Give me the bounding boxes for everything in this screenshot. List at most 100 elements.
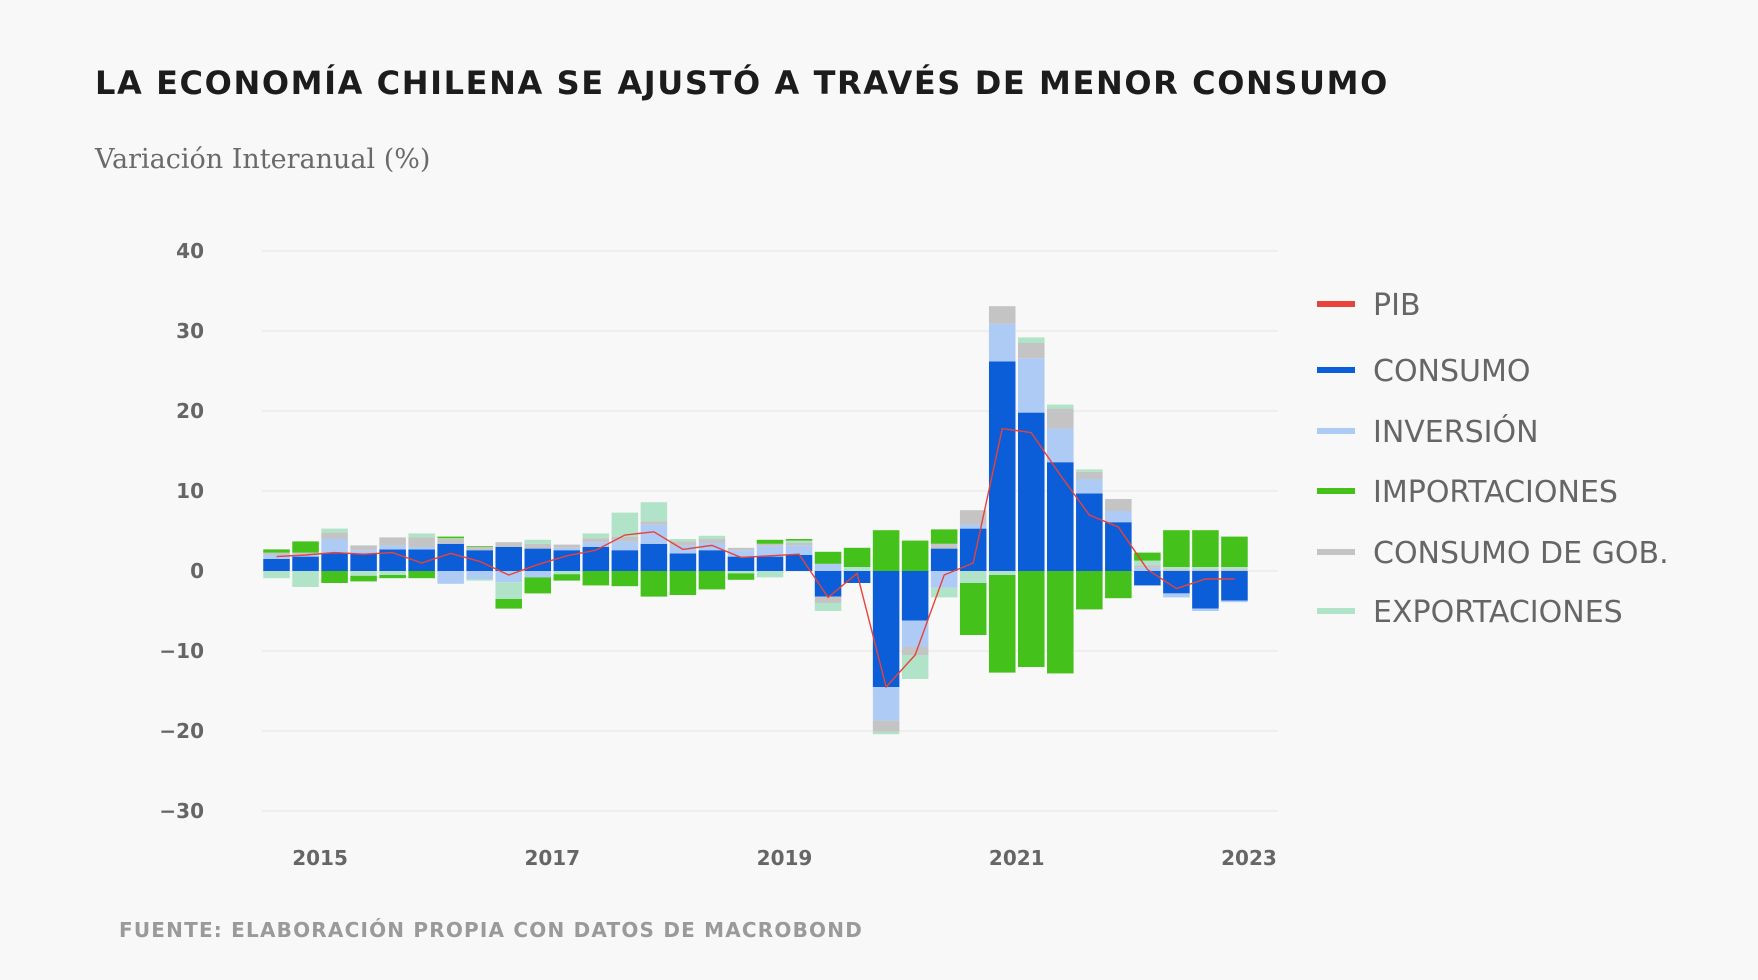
bar-inversion	[611, 541, 639, 551]
bar-consumo	[437, 543, 464, 571]
bar-inversion	[582, 542, 610, 547]
legend-label-gobierno: CONSUMO DE GOB.	[1373, 536, 1669, 571]
bar-exportaciones	[321, 528, 348, 533]
bar-importaciones	[756, 539, 784, 544]
bar-inversion	[495, 571, 523, 583]
bar-exportaciones	[698, 535, 726, 539]
bar-exportaciones	[263, 571, 290, 579]
x-tick-label: 2021	[989, 846, 1045, 870]
bar-gobierno	[1221, 569, 1248, 571]
bar-consumo	[1163, 571, 1190, 594]
bar-gobierno	[553, 544, 581, 548]
bar-importaciones	[959, 583, 987, 635]
bar-importaciones	[727, 573, 755, 580]
bar-exportaciones	[1017, 337, 1045, 343]
bar-inversion	[350, 550, 377, 554]
bar-gobierno	[669, 541, 697, 546]
legend-label-exportaciones: EXPORTACIONES	[1373, 595, 1623, 630]
bar-inversion	[379, 545, 406, 550]
pib-line	[276, 427, 1235, 689]
bar-inversion	[1192, 608, 1219, 611]
bar-inversion	[930, 571, 958, 588]
bar-gobierno	[727, 547, 755, 551]
bar-exportaciones	[843, 567, 871, 571]
bar-consumo	[1017, 412, 1045, 571]
bar-exportaciones	[1134, 560, 1161, 566]
bar-gobierno	[756, 543, 784, 547]
bar-gobierno	[321, 532, 348, 539]
bar-inversion	[814, 563, 842, 571]
x-axis-ticks: 2015 2017 2019 2021 2023	[292, 846, 1277, 870]
bar-importaciones	[1163, 530, 1190, 567]
bar-gobierno	[640, 521, 668, 525]
bar-consumo	[1192, 571, 1219, 609]
bar-exportaciones	[1076, 469, 1103, 472]
bar-inversion	[1076, 479, 1103, 494]
bar-gobierno	[408, 537, 435, 547]
legend-swatch-gobierno	[1317, 549, 1355, 555]
bar-consumo	[495, 547, 523, 571]
bar-importaciones	[930, 529, 958, 544]
legend-label-consumo: CONSUMO	[1373, 354, 1531, 389]
bar-consumo	[611, 550, 639, 571]
bar-gobierno	[1105, 499, 1132, 511]
bar-exportaciones	[1047, 404, 1074, 409]
bar-consumo	[1076, 493, 1103, 571]
bar-gobierno	[988, 306, 1016, 324]
bar-importaciones	[901, 540, 929, 571]
bar-exportaciones	[437, 538, 464, 539]
bar-importaciones	[408, 571, 435, 579]
bar-inversion	[524, 571, 552, 578]
bar-consumo	[1105, 522, 1132, 571]
bar-exportaciones	[727, 571, 755, 574]
legend-swatch-inversion	[1317, 428, 1355, 434]
bar-inversion	[640, 524, 668, 544]
bar-consumo	[321, 553, 348, 571]
bar-gobierno	[1076, 471, 1103, 479]
bar-gobierno	[1017, 343, 1045, 359]
bar-importaciones	[640, 571, 668, 597]
bar-gobierno	[611, 536, 639, 542]
bar-consumo	[1047, 462, 1074, 571]
y-tick-label: 10	[176, 479, 204, 503]
bar-consumo	[930, 548, 958, 571]
bars	[263, 306, 1248, 735]
bar-inversion	[727, 550, 755, 557]
bar-exportaciones	[582, 533, 610, 539]
bar-inversion	[437, 571, 464, 584]
y-tick-label: 40	[176, 239, 204, 263]
bar-importaciones	[872, 530, 900, 571]
bar-inversion	[466, 571, 493, 579]
bar-importaciones	[437, 536, 464, 539]
bar-gobierno	[524, 543, 552, 549]
bar-gobierno	[292, 552, 319, 555]
bar-inversion	[785, 545, 813, 555]
bar-importaciones	[669, 571, 697, 595]
bar-exportaciones	[611, 512, 639, 537]
bar-gobierno	[437, 539, 464, 544]
bar-inversion	[321, 539, 348, 554]
bar-inversion	[1221, 600, 1248, 603]
chart-title: LA ECONOMÍA CHILENA SE AJUSTÓ A TRAVÉS D…	[95, 64, 1389, 102]
bar-importaciones	[466, 546, 493, 547]
bar-inversion	[1105, 511, 1132, 523]
bar-exportaciones	[466, 579, 493, 581]
bar-importaciones	[321, 571, 348, 583]
bar-consumo	[785, 555, 813, 571]
bar-exportaciones	[524, 539, 552, 544]
bar-importaciones	[611, 571, 639, 587]
y-axis-ticks: 40 30 20 10 0 −10 −20 −30	[159, 239, 204, 823]
y-tick-label: 30	[176, 319, 204, 343]
bar-exportaciones	[379, 571, 406, 575]
bar-consumo	[524, 548, 552, 571]
bar-exportaciones	[1163, 567, 1190, 570]
bar-importaciones	[350, 575, 377, 582]
bar-consumo	[959, 528, 987, 571]
bar-importaciones	[1134, 552, 1161, 561]
bar-exportaciones	[292, 571, 319, 587]
bar-consumo	[988, 361, 1016, 571]
bar-inversion	[263, 555, 290, 559]
bar-gobierno	[872, 720, 900, 732]
bar-exportaciones	[495, 582, 523, 599]
bar-importaciones	[524, 577, 552, 594]
